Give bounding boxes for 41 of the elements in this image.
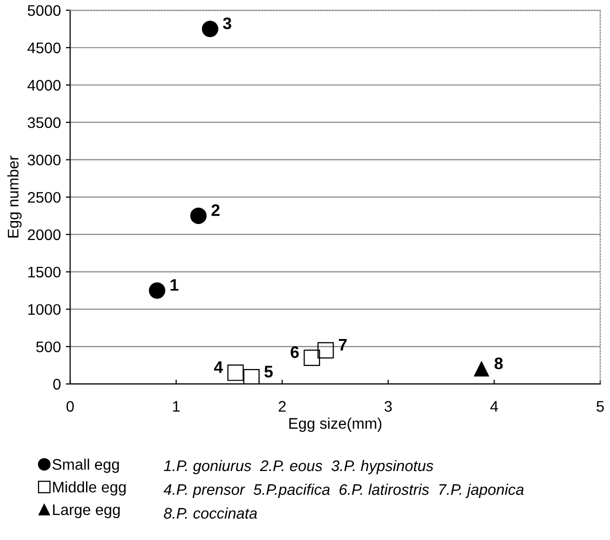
point: [474, 361, 489, 376]
point: [190, 208, 207, 224]
point: [243, 369, 260, 384]
y-tick-label: 4000: [27, 80, 61, 91]
text: 8.P. coccinata: [164, 508, 257, 519]
annotation: 2: [212, 204, 220, 216]
text: 1.P. goniurus 2.P. eous 3.P. hypsinotus: [164, 460, 434, 474]
x-axis-title: Egg size(mm): [289, 418, 382, 432]
y-tick-label: 3500: [28, 117, 61, 128]
x-tick-label: 4: [490, 401, 498, 412]
annotation: 6: [290, 346, 299, 358]
x-tick-label: 5: [596, 401, 604, 412]
annotation: 8: [494, 358, 503, 370]
point: [148, 282, 166, 299]
y-axis-title: Egg number: [7, 156, 22, 238]
x-tick-label: 1: [173, 401, 180, 412]
annotation: 4: [214, 361, 223, 373]
annotation: 5: [264, 366, 273, 378]
y-tick-label: 5000: [28, 5, 61, 16]
annotation: 7: [338, 338, 347, 350]
text: 4.P. prensor 5.P.pacifica 6.P. latirostris 7.P. japonica: [164, 484, 524, 498]
y-tick-label: 2500: [28, 192, 61, 203]
annotation: 1: [170, 279, 178, 291]
x-tick-label: 0: [66, 401, 74, 412]
point: [304, 350, 320, 366]
y-tick-label: 4500: [27, 42, 61, 54]
point: [317, 342, 334, 358]
x-tick-label: 3: [384, 401, 392, 412]
point: [202, 20, 218, 38]
point: [227, 364, 244, 381]
annotation: 3: [222, 17, 232, 30]
legend-label: Small egg: [52, 458, 119, 473]
y-tick-label: 1000: [28, 304, 61, 315]
y-tick-label: 0: [53, 378, 61, 390]
legend-label: Middle egg: [53, 481, 126, 496]
x-tick-label: 2: [278, 401, 286, 412]
y-tick-label: 2000: [28, 229, 61, 240]
legend-label: Large egg: [53, 504, 120, 518]
y-tick-label: 500: [36, 341, 61, 352]
y-tick-label: 3000: [28, 154, 61, 166]
y-tick-label: 1500: [28, 266, 61, 278]
